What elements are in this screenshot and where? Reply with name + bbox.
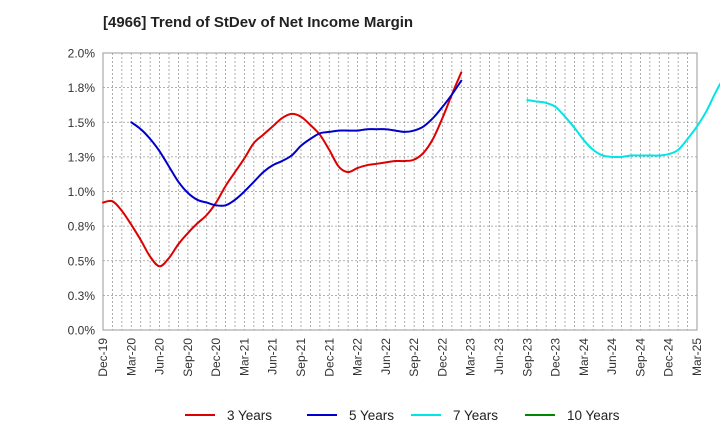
- legend-label: 3 Years: [227, 407, 273, 423]
- series-line-5-years: [130, 79, 463, 207]
- legend-swatch: [307, 414, 337, 416]
- legend-swatch: [525, 414, 555, 416]
- x-tick-label: Mar-21: [237, 338, 251, 376]
- chart-title: [4966] Trend of StDev of Net Income Marg…: [103, 14, 414, 31]
- y-tick-label: 1.5%: [68, 116, 96, 130]
- legend: 3 Years 5 Years 7 Years 10 Years: [0, 404, 720, 426]
- x-tick-label: Jun-21: [266, 338, 280, 375]
- x-tick-label: Dec-24: [662, 338, 676, 377]
- series-lines: [102, 71, 720, 268]
- series-line-7-years: [526, 82, 720, 159]
- x-tick-label: Mar-20: [124, 338, 138, 376]
- x-tick-label: Dec-21: [322, 338, 336, 377]
- legend-label: 5 Years: [349, 407, 395, 423]
- x-tick-label: Mar-24: [577, 338, 591, 376]
- x-tick-label: Mar-22: [351, 338, 365, 376]
- x-tick-label: Dec-19: [96, 338, 110, 377]
- x-tick-label: Sep-22: [407, 338, 421, 377]
- y-tick-label: 0.8%: [68, 220, 96, 234]
- y-tick-label: 1.3%: [68, 150, 96, 164]
- legend-label: 10 Years: [567, 407, 620, 423]
- x-tick-label: Sep-20: [181, 338, 195, 377]
- axes: 0.0% 0.3% 0.5% 0.8% 1.0% 1.3% 1.5% 1.8% 2.0% Dec-…: [68, 47, 704, 377]
- y-tick-label: 0.3%: [68, 289, 96, 303]
- x-tick-label: Sep-24: [633, 338, 647, 377]
- x-tick-label: Mar-23: [464, 338, 478, 376]
- x-tick-label: Jun-20: [153, 338, 167, 375]
- legend-item-7-years: 7 Years: [411, 404, 498, 426]
- y-tick-label: 1.8%: [68, 81, 96, 95]
- x-tick-label: Jun-24: [605, 338, 619, 375]
- y-tick-label: 2.0%: [68, 47, 96, 61]
- x-tick-label: Jun-22: [379, 338, 393, 375]
- x-tick-label: Dec-20: [209, 338, 223, 377]
- y-tick-label: 0.5%: [68, 254, 96, 268]
- legend-item-3-years: 3 Years: [185, 404, 272, 426]
- x-tick-label: Dec-22: [435, 338, 449, 377]
- legend-swatch: [411, 414, 441, 416]
- x-tick-label: Jun-23: [492, 338, 506, 375]
- x-tick-label: Dec-23: [549, 338, 563, 377]
- legend-label: 7 Years: [453, 407, 499, 423]
- series-line-3-years: [102, 71, 463, 268]
- y-tick-label: 1.0%: [68, 185, 96, 199]
- x-tick-label: Mar-25: [690, 338, 704, 376]
- legend-item-10-years: 10 Years: [525, 404, 620, 426]
- y-tick-label: 0.0%: [68, 324, 96, 338]
- x-tick-label: Sep-21: [294, 338, 308, 377]
- legend-item-5-years: 5 Years: [307, 404, 394, 426]
- x-tick-label: Sep-23: [520, 338, 534, 377]
- legend-swatch: [185, 414, 215, 416]
- grid-lines: [102, 52, 698, 331]
